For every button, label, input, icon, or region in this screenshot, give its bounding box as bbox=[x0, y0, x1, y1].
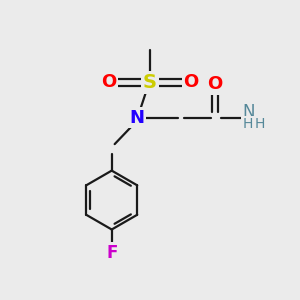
Text: S: S bbox=[143, 73, 157, 92]
Text: O: O bbox=[101, 73, 116, 91]
Text: F: F bbox=[106, 244, 117, 262]
Text: N: N bbox=[129, 109, 144, 127]
Text: H: H bbox=[243, 117, 253, 131]
Text: O: O bbox=[207, 75, 222, 93]
Text: H: H bbox=[255, 117, 265, 131]
Text: O: O bbox=[184, 73, 199, 91]
Text: N: N bbox=[242, 103, 255, 121]
